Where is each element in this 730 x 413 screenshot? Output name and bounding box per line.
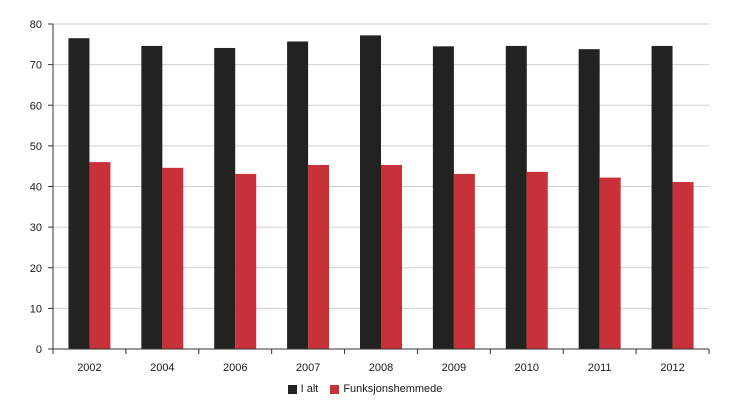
bar-funksjonshemmede-2006: [235, 173, 257, 349]
bar-i-alt-2010: [505, 45, 527, 349]
legend-label-funksjonshemmede: Funksjonshemmede: [343, 383, 443, 395]
bar-i-alt-2004: [141, 45, 163, 349]
legend-swatch-i-alt: [287, 384, 297, 394]
y-tick-label: 10: [30, 303, 42, 315]
bar-funksjonshemmede-2009: [453, 173, 475, 349]
bar-funksjonshemmede-2002: [89, 162, 111, 349]
bar-funksjonshemmede-2007: [308, 164, 330, 349]
y-tick-label: 70: [30, 60, 42, 72]
x-tick-label: 2007: [296, 362, 320, 374]
x-tick-label: 2008: [369, 362, 393, 374]
y-axis-ticks: 0 10 20 30 40 50 60 70 80: [30, 19, 53, 356]
bar-i-alt-2002: [68, 38, 90, 349]
x-tick-label: 2002: [77, 362, 101, 374]
x-tick-label: 2006: [223, 362, 247, 374]
bar-i-alt-2008: [360, 35, 381, 349]
x-tick-label: 2012: [660, 362, 684, 374]
y-tick-label: 30: [30, 222, 42, 234]
y-tick-label: 50: [30, 141, 42, 153]
bar-funksjonshemmede-2012: [672, 182, 694, 349]
bars: [68, 35, 694, 349]
y-tick-label: 20: [30, 263, 42, 275]
bar-i-alt-2012: [651, 45, 673, 349]
legend-label-i-alt: I alt: [300, 383, 319, 395]
legend-item-i-alt: I alt: [287, 383, 319, 395]
x-tick-label: 2009: [442, 362, 466, 374]
y-tick-label: 80: [30, 19, 42, 31]
bar-funksjonshemmede-2008: [381, 164, 402, 349]
bar-i-alt-2006: [214, 47, 236, 349]
x-tick-label: 2011: [588, 362, 612, 374]
y-tick-label: 40: [30, 182, 42, 194]
bar-funksjonshemmede-2004: [162, 167, 184, 349]
bar-funksjonshemmede-2010: [526, 171, 548, 349]
bar-funksjonshemmede-2011: [599, 177, 621, 349]
x-axis: [52, 24, 709, 350]
y-tick-label: 0: [36, 344, 42, 356]
x-tick-label: 2010: [515, 362, 539, 374]
bar-i-alt-2011: [578, 49, 600, 349]
bar-i-alt-2007: [287, 41, 309, 349]
x-axis-ticks: 2002 2004 2006 2007 2008 2009 2010 2011 2012: [52, 349, 710, 374]
legend-swatch-funksjonshemmede: [330, 384, 340, 394]
x-tick-label: 2004: [150, 362, 174, 374]
legend: I alt Funksjonshemmede: [0, 383, 730, 395]
legend-item-funksjonshemmede: Funksjonshemmede: [330, 383, 442, 395]
y-tick-label: 60: [30, 100, 42, 112]
bar-i-alt-2009: [432, 46, 454, 349]
